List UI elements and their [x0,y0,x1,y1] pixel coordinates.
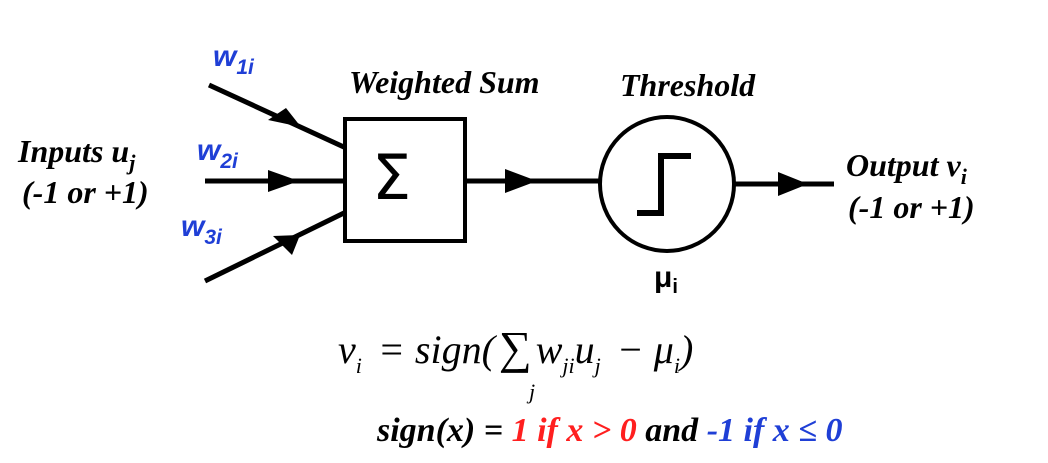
eq-w-sub: ji [562,353,575,378]
eq-lhs-sub: i [355,353,362,378]
threshold-param-sub: i [672,276,678,298]
threshold-param-mu: μ [654,261,673,294]
input-arrow-1 [268,108,301,127]
eq-close: ) [679,327,694,372]
sum-output-arrow [505,169,537,193]
threshold-param: μi [654,261,678,298]
sigma-symbol: Σ [372,141,412,214]
weight-w3-sub: 3i [204,226,222,249]
output-equation: vi = sign(∑ wjiuj − μi) [338,322,694,377]
eq-sign: = sign( [377,327,495,372]
eq-minus-mu: − μ [616,327,674,372]
inputs-label: Inputs uj [18,133,135,174]
sign-def-prefix: sign(x) = [377,412,512,449]
sign-definition: sign(x) = 1 if x > 0 and -1 if x ≤ 0 [377,414,842,448]
step-function-icon [637,153,691,216]
inputs-range: (-1 or +1) [22,174,149,210]
weight-w1-base: w [213,40,237,73]
weighted-sum-title: Weighted Sum [349,64,540,100]
sign-def-and: and [636,412,707,449]
sign-def-true-case: 1 if x > 0 [511,412,637,449]
eq-u: u [574,327,595,372]
inputs-label-sub: j [129,150,136,175]
inputs-label-text: Inputs u [18,133,130,169]
weight-label-w1: w1i [213,40,254,79]
output-label-text: Output v [846,147,961,183]
eq-lhs: v [338,327,356,372]
sign-def-false-case: -1 if x ≤ 0 [706,412,843,449]
eq-sum-symbol: ∑ [498,322,532,373]
input-line-3 [203,209,348,284]
output-label-sub: i [960,164,967,189]
output-arrow [778,172,808,196]
weight-w2-base: w [197,134,221,167]
weight-label-w3: w3i [181,210,222,249]
weight-label-w2: w2i [197,134,238,173]
input-arrow-2 [268,170,299,192]
weight-w3-base: w [181,210,205,243]
input-arrow-3 [273,235,300,255]
weight-w2-sub: 2i [220,150,238,173]
eq-u-sub: j [594,353,601,378]
output-range: (-1 or +1) [848,189,975,225]
eq-sum-index: j [529,379,536,404]
threshold-circle [598,115,736,253]
eq-mu-sub: i [673,353,680,378]
eq-w: w [535,327,563,372]
threshold-title: Threshold [620,67,756,103]
weight-w1-sub: 1i [236,56,254,79]
output-label: Output vi [846,147,967,188]
